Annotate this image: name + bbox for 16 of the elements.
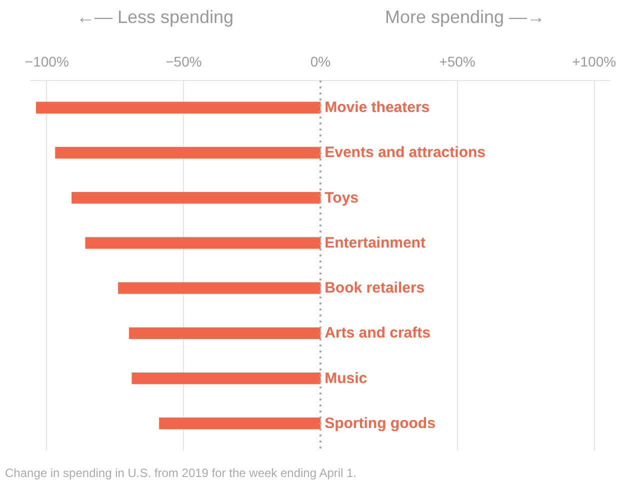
x-tick-label: +100% <box>572 54 616 70</box>
text: ←— Less spending <box>76 6 234 29</box>
y-tick-label: Music <box>324 370 368 387</box>
x-tick-label: −100% <box>24 54 69 70</box>
y-tick-label: Events and attractions <box>324 144 486 162</box>
y-tick-label: Entertainment <box>324 234 426 252</box>
y-tick-label: Sporting goods <box>324 414 436 432</box>
y-tick-label: Book retailers <box>324 280 425 297</box>
y-tick-label: Arts and crafts <box>324 324 430 342</box>
y-tick-label: Toys <box>324 189 359 206</box>
y-tick-label: Movie theaters <box>324 99 430 116</box>
text: Change in spending in U.S. from 2019 for the week ending April 1. <box>5 465 357 482</box>
x-tick-label: 0% <box>310 54 331 70</box>
x-tick-label: +50% <box>439 54 476 70</box>
text: More spending —→ <box>384 6 546 29</box>
x-tick-label: −50% <box>166 54 202 70</box>
